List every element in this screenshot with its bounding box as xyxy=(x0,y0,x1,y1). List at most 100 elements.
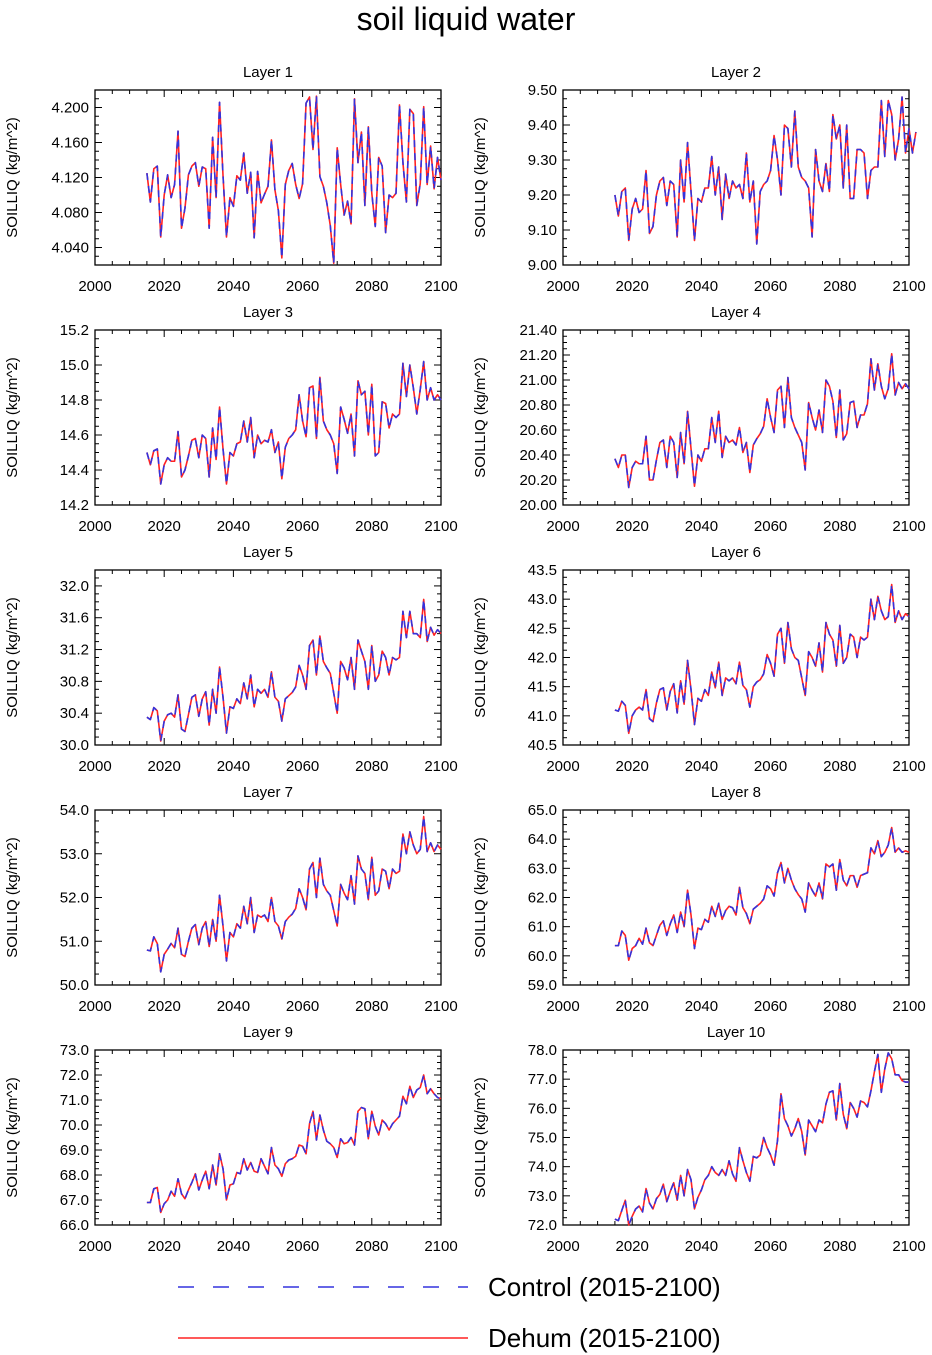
y-tick-label: 68.0 xyxy=(60,1167,89,1184)
y-tick-label: 66.0 xyxy=(60,1217,89,1234)
series-line-dehum xyxy=(146,815,442,973)
x-tick-label: 2080 xyxy=(355,1238,388,1255)
plot-frame xyxy=(562,1049,910,1226)
plot-frame xyxy=(562,89,910,266)
x-tick-label: 2020 xyxy=(148,518,181,535)
x-tick-label: 2080 xyxy=(355,998,388,1015)
x-tick-label: 2040 xyxy=(217,1238,250,1255)
x-tick-label: 2080 xyxy=(823,518,856,535)
chart-panel-6: Layer 6 SOILLIQ (kg/m^2) 2000 2020 2040 2060 2… xyxy=(472,544,926,775)
y-tick-label: 9.50 xyxy=(528,82,557,99)
x-tick-label: 2080 xyxy=(355,758,388,775)
y-axis-label: SOILLIQ (kg/m^2) xyxy=(4,1077,21,1197)
y-tick-label: 76.0 xyxy=(528,1100,557,1117)
x-tick-label: 2080 xyxy=(355,278,388,295)
x-tick-label: 2100 xyxy=(424,518,457,535)
x-tick-label: 2100 xyxy=(424,278,457,295)
x-tick-label: 2020 xyxy=(616,998,649,1015)
chart-panel-9: Layer 9 SOILLIQ (kg/m^2) 2000 2020 2040 2060 2… xyxy=(4,1024,458,1255)
y-tick-label: 75.0 xyxy=(528,1130,557,1147)
series-line-dehum xyxy=(614,1052,909,1226)
y-tick-label: 4.200 xyxy=(51,100,89,117)
y-tick-label: 32.0 xyxy=(60,578,89,595)
x-tick-label: 2080 xyxy=(823,758,856,775)
y-axis-label: SOILLIQ (kg/m^2) xyxy=(472,1077,489,1197)
x-tick-label: 2060 xyxy=(754,518,787,535)
y-tick-label: 63.0 xyxy=(528,860,557,877)
plot-frame xyxy=(94,1049,442,1226)
panel-title: Layer 7 xyxy=(243,784,293,801)
y-tick-label: 30.4 xyxy=(60,705,89,722)
y-tick-label: 60.0 xyxy=(528,948,557,965)
x-tick-label: 2100 xyxy=(892,278,925,295)
figure-title: soil liquid water xyxy=(356,1,576,37)
legend-label-dehum: Dehum (2015-2100) xyxy=(488,1323,721,1353)
x-tick-label: 2040 xyxy=(685,278,718,295)
series-line-dehum xyxy=(146,1074,442,1214)
y-tick-label: 9.40 xyxy=(528,117,557,134)
x-tick-label: 2060 xyxy=(286,1238,319,1255)
chart-panel-4: Layer 4 SOILLIQ (kg/m^2) 2000 2020 2040 2060 2… xyxy=(472,304,926,535)
panel-title: Layer 1 xyxy=(243,64,293,81)
y-axis-label: SOILLIQ (kg/m^2) xyxy=(472,597,489,717)
x-tick-label: 2040 xyxy=(685,758,718,775)
y-tick-label: 14.2 xyxy=(60,497,89,514)
y-tick-label: 9.20 xyxy=(528,187,557,204)
plot-frame xyxy=(562,329,910,506)
x-tick-label: 2000 xyxy=(546,1238,579,1255)
y-tick-label: 64.0 xyxy=(528,831,557,848)
x-tick-label: 2000 xyxy=(78,998,111,1015)
legend: Control (2015-2100) Dehum (2015-2100) xyxy=(0,1262,932,1355)
legend-swatches xyxy=(178,1286,468,1339)
series-line-dehum xyxy=(614,826,910,962)
y-tick-label: 21.00 xyxy=(519,372,557,389)
legend-label-control: Control (2015-2100) xyxy=(488,1272,721,1302)
y-tick-label: 40.5 xyxy=(528,737,557,754)
y-axis-label: SOILLIQ (kg/m^2) xyxy=(4,357,21,477)
x-tick-label: 2100 xyxy=(424,1238,457,1255)
series-line-control xyxy=(146,598,442,742)
series-line-control xyxy=(146,1074,442,1214)
y-axis-label: SOILLIQ (kg/m^2) xyxy=(472,357,489,477)
x-tick-label: 2040 xyxy=(217,758,250,775)
y-tick-label: 15.0 xyxy=(60,357,89,374)
x-tick-label: 2000 xyxy=(78,518,111,535)
series-line-control xyxy=(614,352,910,489)
y-tick-label: 4.160 xyxy=(51,135,89,152)
x-tick-label: 2040 xyxy=(685,518,718,535)
x-tick-label: 2060 xyxy=(286,518,319,535)
series-line-control xyxy=(614,1052,909,1226)
y-tick-label: 21.20 xyxy=(519,347,557,364)
x-tick-label: 2080 xyxy=(823,278,856,295)
panel-title: Layer 8 xyxy=(711,784,761,801)
y-axis-label: SOILLIQ (kg/m^2) xyxy=(472,837,489,957)
x-tick-label: 2080 xyxy=(823,998,856,1015)
y-axis-label: SOILLIQ (kg/m^2) xyxy=(4,597,21,717)
x-tick-label: 2040 xyxy=(685,1238,718,1255)
plot-frame xyxy=(94,809,442,986)
x-tick-label: 2020 xyxy=(148,1238,181,1255)
x-tick-label: 2020 xyxy=(616,518,649,535)
y-tick-label: 73.0 xyxy=(60,1042,89,1059)
y-tick-label: 43.5 xyxy=(528,562,557,579)
x-tick-label: 2060 xyxy=(286,278,319,295)
y-tick-label: 41.0 xyxy=(528,708,557,725)
chart-panel-8: Layer 8 SOILLIQ (kg/m^2) 2000 2020 2040 2060 2… xyxy=(472,784,926,1015)
series-line-dehum xyxy=(146,598,442,742)
x-tick-label: 2100 xyxy=(424,998,457,1015)
series-line-control xyxy=(614,96,917,245)
y-tick-label: 20.40 xyxy=(519,447,557,464)
x-tick-label: 2060 xyxy=(754,1238,787,1255)
y-tick-label: 51.0 xyxy=(60,933,89,950)
y-tick-label: 15.2 xyxy=(60,322,89,339)
y-tick-label: 31.2 xyxy=(60,642,89,659)
chart-panel-10: Layer 10 SOILLIQ (kg/m^2) 2000 2020 2040 2060… xyxy=(472,1024,926,1255)
x-tick-label: 2040 xyxy=(217,518,250,535)
x-tick-label: 2060 xyxy=(754,998,787,1015)
x-tick-label: 2020 xyxy=(616,278,649,295)
y-tick-label: 62.0 xyxy=(528,890,557,907)
y-tick-label: 20.00 xyxy=(519,497,557,514)
y-tick-label: 65.0 xyxy=(528,802,557,819)
y-tick-label: 69.0 xyxy=(60,1142,89,1159)
y-tick-label: 42.0 xyxy=(528,650,557,667)
